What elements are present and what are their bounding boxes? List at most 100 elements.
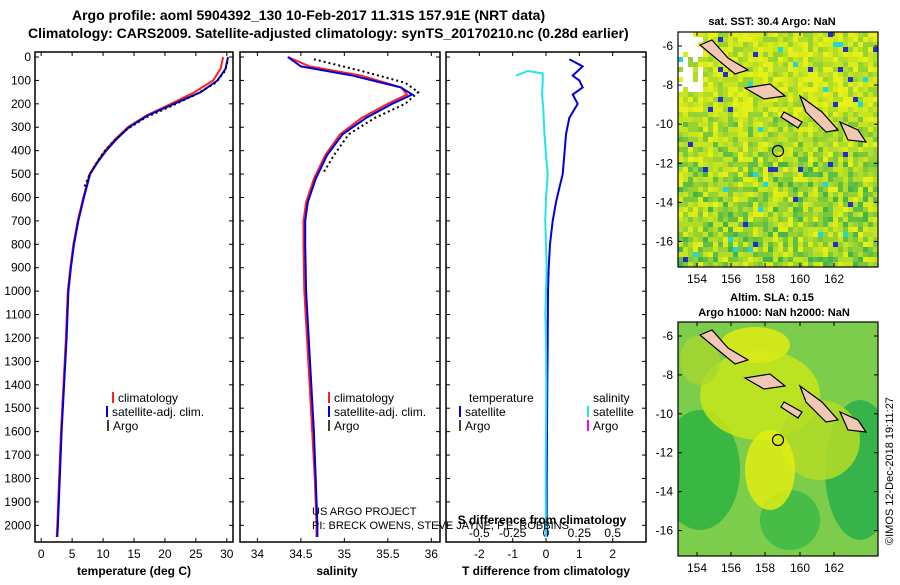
sst-pixel bbox=[748, 97, 753, 102]
title-line-2: Climatology: CARS2009. Satellite-adjuste… bbox=[28, 25, 629, 41]
sst-pixel bbox=[868, 32, 873, 37]
sst-pixel bbox=[753, 47, 758, 52]
sst-pixel bbox=[733, 137, 738, 142]
sst-pixel bbox=[838, 32, 843, 37]
sst-pixel bbox=[728, 172, 733, 177]
sst-pixel bbox=[808, 162, 813, 167]
sst-pixel bbox=[818, 102, 823, 107]
sst-pixel bbox=[703, 232, 708, 237]
sst-pixel bbox=[773, 212, 778, 217]
sst-pixel bbox=[873, 257, 878, 262]
sst-pixel bbox=[748, 207, 753, 212]
sst-pixel bbox=[773, 97, 778, 102]
sst-pixel bbox=[873, 232, 878, 237]
salinity-axis-label: salinity bbox=[316, 564, 358, 578]
sst-pixel bbox=[683, 217, 688, 222]
depth-tick-label: 2000 bbox=[4, 518, 31, 532]
sst-pixel bbox=[788, 142, 793, 147]
island-guadalcanal bbox=[780, 401, 803, 419]
sst-pixel bbox=[723, 252, 728, 257]
sst-pixel bbox=[763, 227, 768, 232]
sst-pixel bbox=[783, 52, 788, 57]
sst-pixel bbox=[773, 197, 778, 202]
sst-pixel bbox=[778, 252, 783, 257]
sst-pixel bbox=[758, 242, 763, 247]
sst-pixel bbox=[808, 172, 813, 177]
sst-pixel bbox=[873, 62, 878, 67]
sst-pixel bbox=[798, 197, 803, 202]
sst-pixel bbox=[788, 172, 793, 177]
sst-pixel bbox=[808, 212, 813, 217]
sst-pixel bbox=[868, 42, 873, 47]
sst-pixel bbox=[748, 237, 753, 242]
sst-pixel bbox=[783, 172, 788, 177]
sst-pixel bbox=[678, 262, 683, 267]
sst-pixel bbox=[708, 162, 713, 167]
sst-pixel bbox=[738, 132, 743, 137]
sst-pixel bbox=[738, 152, 743, 157]
sst-pixel bbox=[763, 197, 768, 202]
sst-pixel bbox=[693, 42, 698, 47]
sst-pixel bbox=[788, 152, 793, 157]
sst-pixel bbox=[748, 217, 753, 222]
sst-pixel bbox=[788, 202, 793, 207]
sst-pixel bbox=[798, 72, 803, 77]
sst-pixel bbox=[728, 112, 733, 117]
sst-pixel bbox=[783, 222, 788, 227]
sst-pixel bbox=[828, 222, 833, 227]
sst-pixel bbox=[798, 127, 803, 132]
sst-pixel bbox=[738, 257, 743, 262]
sst-pixel bbox=[728, 87, 733, 92]
sst-pixel bbox=[718, 37, 723, 42]
sst-pixel bbox=[708, 72, 713, 77]
sst-pixel bbox=[728, 102, 733, 107]
temperature-axis-label: temperature (deg C) bbox=[77, 564, 191, 578]
sst-pixel bbox=[683, 237, 688, 242]
sst-pixel bbox=[708, 207, 713, 212]
sst-pixel bbox=[748, 67, 753, 72]
sst-pixel bbox=[848, 32, 853, 37]
sst-pixel bbox=[803, 62, 808, 67]
sst-pixel bbox=[873, 222, 878, 227]
sst-pixel bbox=[738, 247, 743, 252]
sst-pixel bbox=[868, 197, 873, 202]
sst-pixel bbox=[853, 122, 858, 127]
sst-pixel bbox=[698, 72, 703, 77]
sst-pixel bbox=[853, 97, 858, 102]
sst-pixel bbox=[693, 112, 698, 117]
sst-pixel bbox=[743, 182, 748, 187]
sst-pixel bbox=[798, 57, 803, 62]
sst-pixel bbox=[843, 52, 848, 57]
sst-pixel bbox=[833, 257, 838, 262]
sst-pixel bbox=[793, 207, 798, 212]
sst-pixel bbox=[708, 92, 713, 97]
sst-pixel bbox=[683, 57, 688, 62]
sst-pixel bbox=[723, 232, 728, 237]
sst-pixel bbox=[833, 247, 838, 252]
sst-pixel bbox=[768, 122, 773, 127]
sst-pixel bbox=[813, 222, 818, 227]
sst-pixel bbox=[743, 137, 748, 142]
sst-pixel bbox=[788, 192, 793, 197]
sst-pixel bbox=[823, 112, 828, 117]
sst-pixel bbox=[833, 192, 838, 197]
sst-pixel bbox=[788, 162, 793, 167]
sst-pixel bbox=[688, 112, 693, 117]
sst-pixel bbox=[848, 232, 853, 237]
sst-pixel bbox=[753, 122, 758, 127]
sst-pixel bbox=[678, 187, 683, 192]
sst-pixel bbox=[843, 242, 848, 247]
sst-pixel bbox=[808, 82, 813, 87]
sst-pixel bbox=[723, 167, 728, 172]
sst-pixel bbox=[678, 132, 683, 137]
sst-pixel bbox=[683, 162, 688, 167]
sst-pixel bbox=[823, 52, 828, 57]
sst-pixel bbox=[778, 107, 783, 112]
sst-pixel bbox=[703, 257, 708, 262]
sst-pixel bbox=[833, 242, 838, 247]
sst-pixel bbox=[693, 92, 698, 97]
sst-pixel bbox=[833, 217, 838, 222]
sst-pixel bbox=[703, 192, 708, 197]
sst-pixel bbox=[823, 92, 828, 97]
sst-pixel bbox=[863, 207, 868, 212]
